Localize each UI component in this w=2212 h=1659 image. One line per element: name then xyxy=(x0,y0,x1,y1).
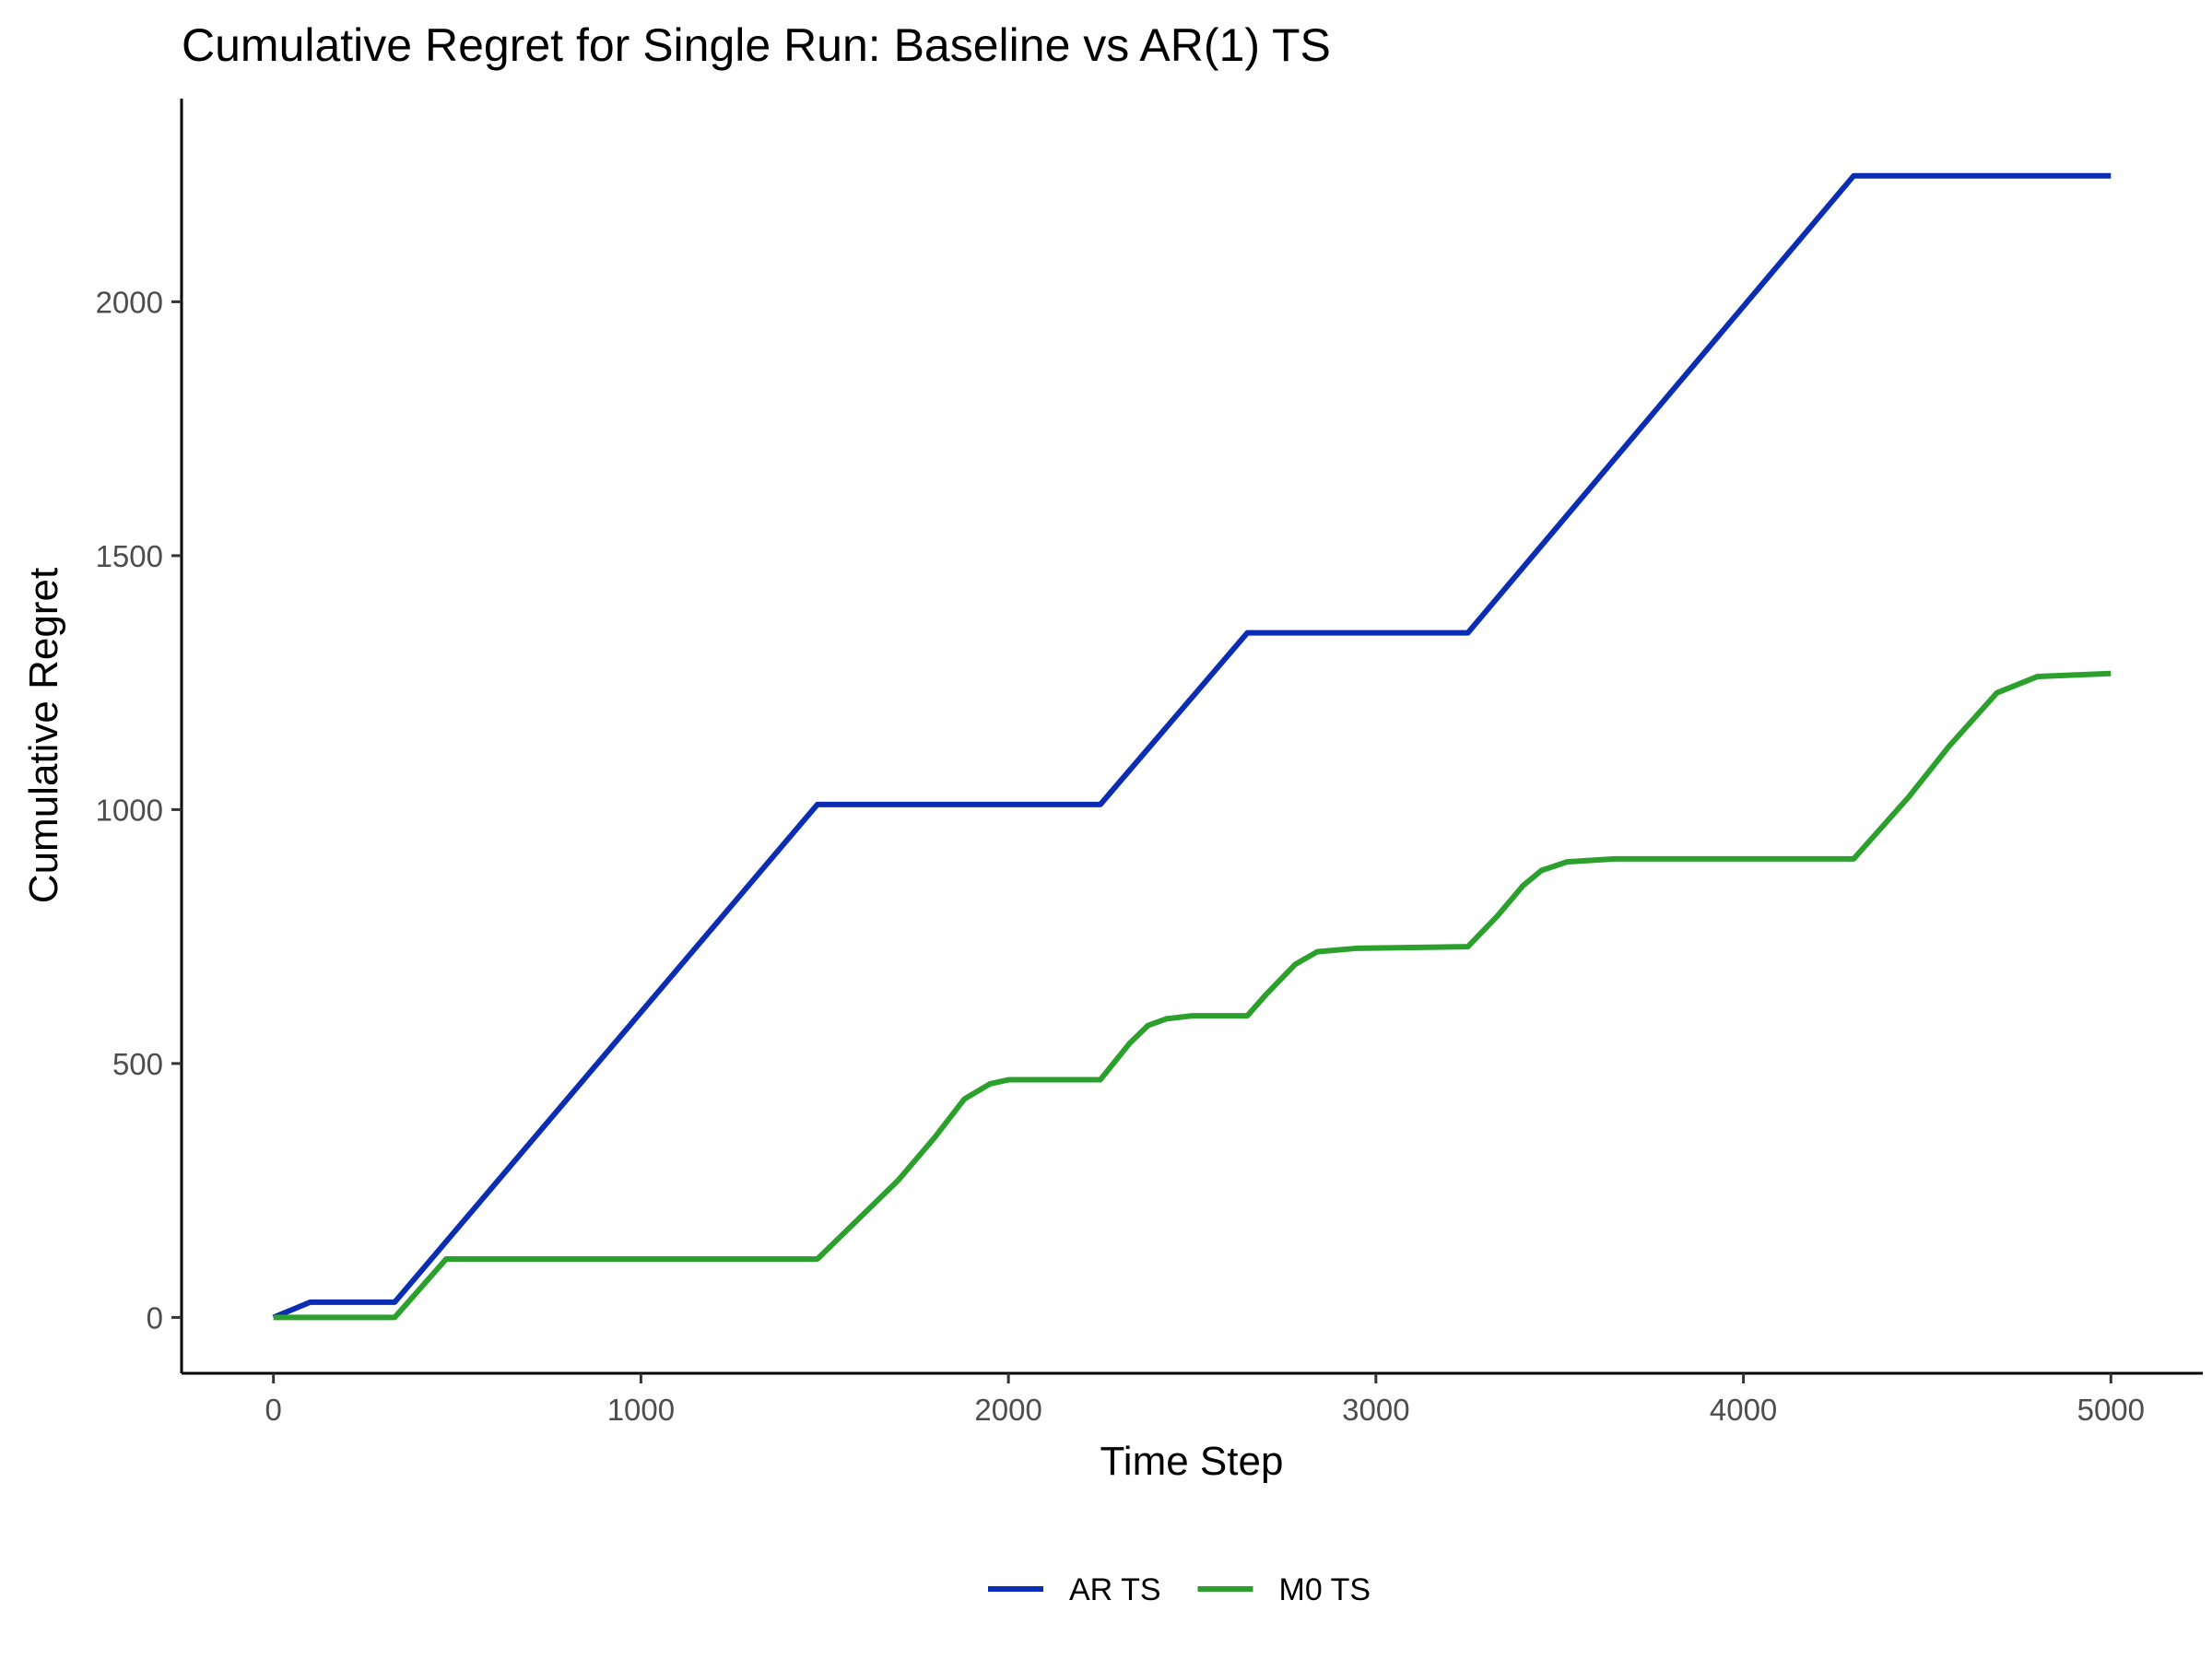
legend-label-m0-ts: M0 TS xyxy=(1279,1572,1371,1607)
x-tick-label-4: 4000 xyxy=(1710,1393,1777,1427)
x-tick-label-1: 1000 xyxy=(607,1393,675,1427)
x-tick-label-3: 3000 xyxy=(1342,1393,1409,1427)
series-line-m0-ts xyxy=(273,670,2112,1321)
y-tick-label-1: 500 xyxy=(112,1047,163,1081)
series-line-ar-ts xyxy=(272,172,2112,1321)
x-axis-ticks: 0 1000 2000 3000 4000 5000 xyxy=(265,1373,2145,1427)
x-tick-label-0: 0 xyxy=(265,1393,282,1427)
y-tick-label-3: 1500 xyxy=(96,539,163,573)
y-tick-label-4: 2000 xyxy=(96,285,163,319)
series-layer xyxy=(272,172,2112,1321)
x-axis-title: Time Step xyxy=(1100,1439,1284,1484)
plot-area xyxy=(180,99,2203,1375)
chart-title: Cumulative Regret for Single Run: Baseli… xyxy=(182,19,1331,71)
y-tick-label-2: 1000 xyxy=(96,793,163,827)
y-axis-title: Cumulative Regret xyxy=(21,568,66,903)
legend-label-ar-ts: AR TS xyxy=(1069,1572,1161,1607)
legend: AR TS M0 TS xyxy=(988,1572,1371,1607)
y-tick-label-0: 0 xyxy=(147,1300,163,1335)
x-tick-label-2: 2000 xyxy=(974,1393,1041,1427)
y-axis-ticks: 0 500 1000 1500 2000 xyxy=(96,285,182,1335)
x-tick-label-5: 5000 xyxy=(2077,1393,2145,1427)
